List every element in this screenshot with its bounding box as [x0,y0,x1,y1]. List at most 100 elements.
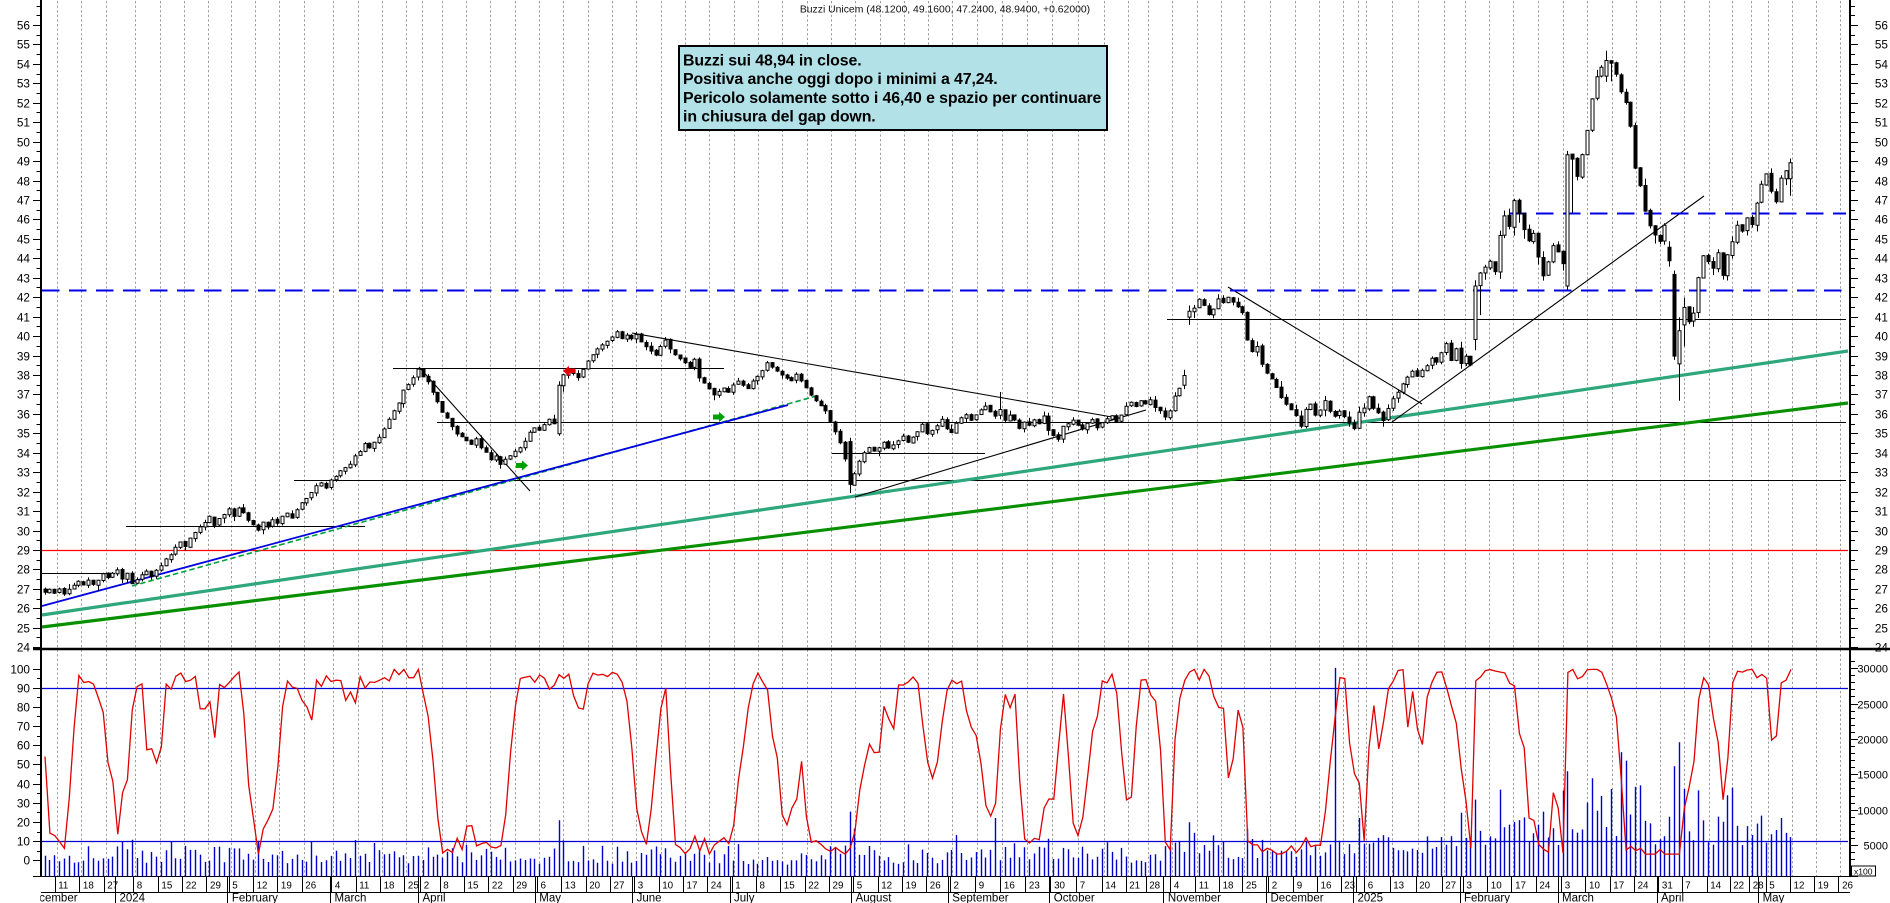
svg-text:23: 23 [1344,881,1355,892]
svg-text:in chiusura del gap down.: in chiusura del gap down. [683,109,876,126]
svg-text:22: 22 [492,881,503,892]
svg-text:45: 45 [17,232,31,246]
svg-text:2: 2 [424,881,429,892]
svg-text:36: 36 [17,407,31,421]
svg-text:22: 22 [808,881,819,892]
svg-text:70: 70 [17,719,31,733]
svg-text:November: November [1168,893,1221,903]
svg-text:18: 18 [384,881,395,892]
svg-text:44: 44 [17,251,31,265]
svg-text:5: 5 [857,881,863,892]
svg-text:25: 25 [1875,621,1889,635]
svg-text:44: 44 [1875,251,1889,265]
svg-text:August: August [856,893,893,903]
svg-text:31: 31 [17,504,30,518]
svg-text:2: 2 [1272,881,1277,892]
svg-text:55: 55 [1875,37,1889,51]
svg-text:33: 33 [1875,465,1889,479]
svg-text:40: 40 [17,777,31,791]
svg-text:15: 15 [161,881,172,892]
svg-text:30: 30 [17,524,31,538]
svg-text:March: March [335,893,367,903]
svg-text:15000: 15000 [1857,769,1888,781]
svg-text:15: 15 [468,881,479,892]
svg-text:40: 40 [17,329,31,343]
svg-text:24: 24 [711,881,722,892]
svg-text:50: 50 [17,135,31,149]
svg-text:29: 29 [1875,543,1888,557]
svg-text:24: 24 [1638,881,1649,892]
svg-text:34: 34 [17,446,31,460]
svg-text:30: 30 [1054,881,1065,892]
svg-text:25: 25 [408,881,419,892]
svg-text:5000: 5000 [1864,840,1888,852]
svg-text:17: 17 [687,881,698,892]
svg-text:20000: 20000 [1857,734,1888,746]
svg-text:March: March [1562,893,1594,903]
svg-text:29: 29 [833,881,844,892]
svg-text:28: 28 [17,562,31,576]
svg-text:31: 31 [1662,881,1673,892]
svg-text:48: 48 [1875,174,1889,188]
svg-text:42: 42 [1875,290,1888,304]
svg-text:11: 11 [1199,881,1209,892]
svg-text:16: 16 [1321,881,1332,892]
svg-text:3: 3 [638,881,644,892]
svg-text:October: October [1054,893,1095,903]
svg-text:10: 10 [17,834,31,848]
svg-text:30000: 30000 [1857,663,1888,675]
svg-text:54: 54 [1875,57,1889,71]
svg-text:10000: 10000 [1857,805,1888,817]
svg-text:53: 53 [17,76,31,90]
svg-text:31: 31 [1875,504,1888,518]
svg-text:1: 1 [735,881,740,892]
svg-text:17: 17 [1515,881,1526,892]
svg-text:May: May [1763,893,1785,903]
svg-text:19: 19 [906,881,917,892]
svg-text:13: 13 [1393,881,1404,892]
svg-text:47: 47 [17,193,30,207]
svg-text:Positiva anche oggi dopo i min: Positiva anche oggi dopo i minimi a 47,2… [683,71,998,88]
svg-text:46: 46 [17,212,31,226]
svg-text:11: 11 [359,881,369,892]
svg-text:3: 3 [1565,881,1571,892]
svg-text:18: 18 [83,881,94,892]
svg-text:2024: 2024 [120,893,146,903]
svg-text:11: 11 [58,881,68,892]
svg-text:24: 24 [17,640,31,654]
svg-text:June: June [637,893,662,903]
svg-text:10: 10 [1589,881,1600,892]
svg-text:5: 5 [232,881,238,892]
svg-text:26: 26 [1875,601,1889,615]
svg-text:May: May [539,893,561,903]
svg-text:36: 36 [1875,407,1889,421]
svg-text:29: 29 [516,881,527,892]
svg-text:17: 17 [1613,881,1624,892]
svg-text:37: 37 [17,387,30,401]
svg-text:23: 23 [1029,881,1040,892]
svg-text:41: 41 [17,310,30,324]
svg-text:50: 50 [1875,135,1889,149]
svg-text:20: 20 [17,815,31,829]
svg-text:15: 15 [784,881,795,892]
svg-text:32: 32 [1875,485,1888,499]
svg-text:February: February [232,893,278,903]
svg-text:22: 22 [186,881,197,892]
svg-text:25: 25 [17,621,31,635]
svg-text:28: 28 [1875,562,1889,576]
svg-text:27: 27 [614,881,625,892]
svg-text:8: 8 [443,881,449,892]
svg-text:4: 4 [335,881,341,892]
svg-text:19: 19 [1818,881,1829,892]
svg-text:28: 28 [1753,881,1764,892]
svg-text:27: 27 [1875,582,1888,596]
svg-text:2: 2 [954,881,959,892]
svg-text:20: 20 [1419,881,1430,892]
svg-text:30: 30 [17,796,31,810]
svg-text:December: December [1271,893,1324,903]
svg-text:52: 52 [17,96,30,110]
svg-text:13: 13 [565,881,576,892]
svg-text:April: April [1661,893,1684,903]
svg-text:40: 40 [1875,329,1889,343]
svg-text:33: 33 [17,465,31,479]
